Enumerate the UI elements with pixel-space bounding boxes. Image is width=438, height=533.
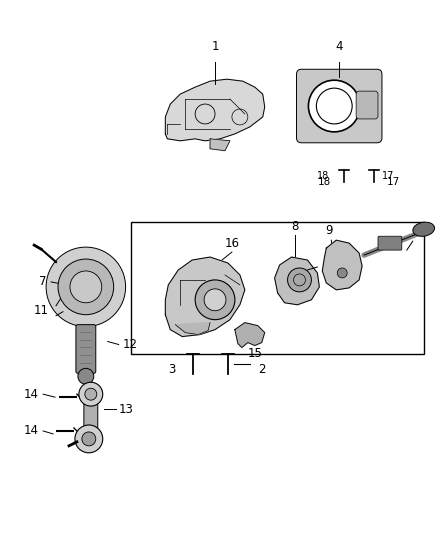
- Circle shape: [82, 432, 96, 446]
- Text: 1: 1: [211, 41, 219, 53]
- Circle shape: [79, 382, 103, 406]
- FancyBboxPatch shape: [84, 402, 98, 436]
- Text: 14: 14: [24, 387, 39, 401]
- Text: 12: 12: [123, 338, 138, 351]
- Circle shape: [204, 289, 226, 311]
- Text: 17: 17: [387, 176, 400, 187]
- Polygon shape: [175, 322, 210, 335]
- Circle shape: [195, 280, 235, 320]
- Text: 2: 2: [258, 363, 265, 376]
- FancyBboxPatch shape: [297, 69, 382, 143]
- Circle shape: [85, 388, 97, 400]
- Text: 9: 9: [325, 224, 333, 237]
- Polygon shape: [275, 257, 319, 305]
- Text: 15: 15: [247, 348, 262, 360]
- Circle shape: [308, 80, 360, 132]
- Text: 4: 4: [336, 41, 343, 53]
- Polygon shape: [322, 240, 362, 290]
- Circle shape: [337, 268, 347, 278]
- Text: 8: 8: [291, 220, 298, 233]
- Circle shape: [46, 247, 126, 327]
- FancyBboxPatch shape: [378, 236, 402, 250]
- Text: 3: 3: [168, 363, 175, 376]
- Circle shape: [58, 259, 114, 314]
- Text: 16: 16: [224, 237, 240, 250]
- Circle shape: [75, 425, 103, 453]
- Text: 5: 5: [415, 225, 422, 238]
- Text: 18: 18: [318, 176, 331, 187]
- Ellipse shape: [413, 222, 434, 236]
- Text: 13: 13: [119, 402, 134, 416]
- Text: 14: 14: [24, 424, 39, 438]
- Text: 18: 18: [317, 171, 329, 181]
- FancyBboxPatch shape: [356, 91, 378, 119]
- FancyBboxPatch shape: [76, 325, 96, 373]
- Text: 17: 17: [382, 171, 394, 181]
- Text: 7: 7: [39, 276, 46, 288]
- Circle shape: [78, 368, 94, 384]
- Polygon shape: [235, 322, 265, 348]
- Circle shape: [70, 271, 102, 303]
- Circle shape: [288, 268, 311, 292]
- Polygon shape: [165, 79, 265, 141]
- Text: 11: 11: [34, 304, 49, 317]
- Bar: [131, 222, 424, 354]
- Polygon shape: [210, 139, 230, 151]
- Polygon shape: [165, 257, 245, 336]
